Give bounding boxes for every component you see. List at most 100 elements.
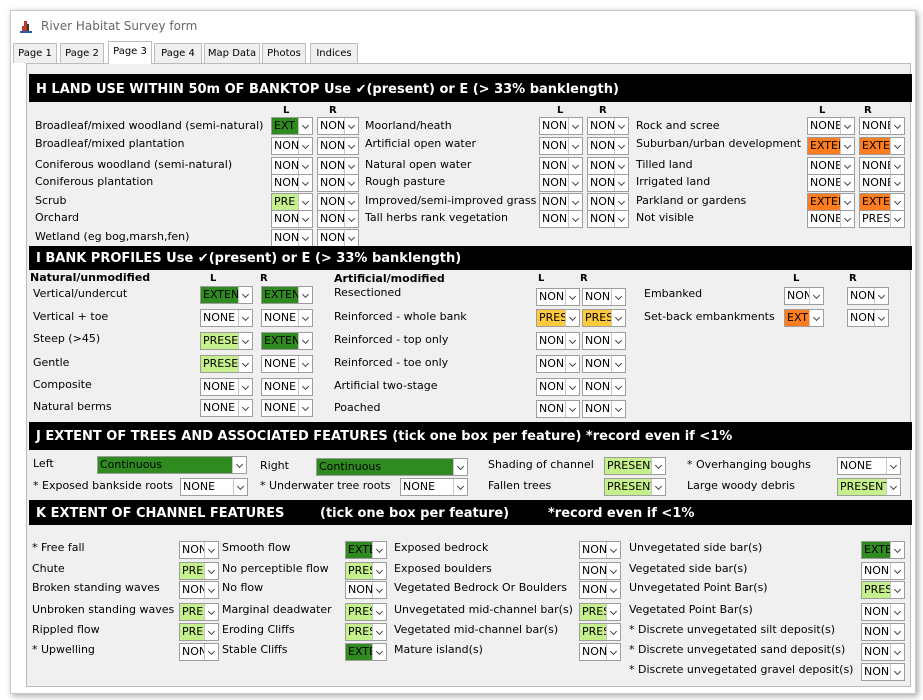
chevron-down-icon[interactable] [298,175,312,191]
h-l-select[interactable]: NONE [539,174,583,192]
h-r-select[interactable]: NONE [587,174,629,192]
i-l-select[interactable]: NONE [200,378,253,396]
i-l-select[interactable]: PRESE [200,355,253,373]
h-r-select[interactable]: NONE [587,157,629,175]
chevron-down-icon[interactable] [453,459,467,475]
h-r-select[interactable]: NONE [859,117,905,135]
k-select[interactable]: PRES [179,562,219,580]
k-select[interactable]: NONE [179,581,219,599]
chevron-down-icon[interactable] [344,158,358,174]
chevron-down-icon[interactable] [298,158,312,174]
chevron-down-icon[interactable] [298,333,312,349]
chevron-down-icon[interactable] [372,542,386,558]
h-l-select[interactable]: NONE [271,174,313,192]
chevron-down-icon[interactable] [344,230,358,246]
i-r-select[interactable]: NONE [261,378,313,396]
h-l-select[interactable]: NONE [539,157,583,175]
chevron-down-icon[interactable] [344,211,358,227]
k-select[interactable]: NONE [345,581,387,599]
j-select[interactable]: NONE [180,478,248,496]
chevron-down-icon[interactable] [874,288,888,304]
i-r-select[interactable]: NONE [582,332,626,350]
i-r-select[interactable]: NONE [582,288,626,306]
chevron-down-icon[interactable] [840,194,854,210]
chevron-down-icon[interactable] [298,400,312,416]
chevron-down-icon[interactable] [238,356,252,372]
chevron-down-icon[interactable] [890,158,904,174]
chevron-down-icon[interactable] [565,333,579,349]
h-r-select[interactable]: NONE [317,137,359,155]
k-select[interactable]: NONE [861,562,905,580]
h-l-select[interactable]: EXT [271,117,313,135]
k-select[interactable]: PRES [179,623,219,641]
i-l-select[interactable]: NONE [200,399,253,417]
chevron-down-icon[interactable] [809,288,823,304]
chevron-down-icon[interactable] [372,563,386,579]
chevron-down-icon[interactable] [840,158,854,174]
j-select[interactable]: NONE [400,478,468,496]
h-r-select[interactable]: NONE [317,210,359,228]
chevron-down-icon[interactable] [233,479,247,495]
chevron-down-icon[interactable] [204,604,218,620]
i-r-select[interactable]: NONE [261,355,313,373]
chevron-down-icon[interactable] [614,138,628,154]
h-r-select[interactable]: NONE [859,157,905,175]
chevron-down-icon[interactable] [606,624,620,640]
chevron-down-icon[interactable] [238,333,252,349]
chevron-down-icon[interactable] [614,118,628,134]
tab-indices[interactable]: Indices [310,43,358,63]
chevron-down-icon[interactable] [298,194,312,210]
chevron-down-icon[interactable] [611,310,625,326]
j-left-select[interactable]: Continuous [97,456,247,474]
chevron-down-icon[interactable] [298,211,312,227]
chevron-down-icon[interactable] [890,175,904,191]
h-l-select[interactable]: NONE [807,210,855,228]
chevron-down-icon[interactable] [890,604,904,620]
chevron-down-icon[interactable] [874,310,888,326]
h-r-select[interactable]: EXTE [859,193,905,211]
chevron-down-icon[interactable] [890,563,904,579]
h-l-select[interactable]: NONE [539,137,583,155]
i-l-select[interactable]: NONE [536,355,580,373]
h-l-select[interactable]: NONE [271,229,313,247]
chevron-down-icon[interactable] [298,287,312,303]
i-l-select[interactable]: PRESE [200,332,253,350]
k-select[interactable]: NONE [861,663,905,681]
k-select[interactable]: NONE [861,643,905,661]
chevron-down-icon[interactable] [890,664,904,680]
i-l-select[interactable]: NONE [536,288,580,306]
chevron-down-icon[interactable] [840,118,854,134]
i-r-select[interactable]: NONE [261,399,313,417]
k-select[interactable]: NONE [179,643,219,661]
chevron-down-icon[interactable] [606,542,620,558]
j-select[interactable]: PRESENT [837,478,901,496]
chevron-down-icon[interactable] [611,333,625,349]
chevron-down-icon[interactable] [840,175,854,191]
k-select[interactable]: EXTE [345,541,387,559]
chevron-down-icon[interactable] [238,379,252,395]
h-l-select[interactable]: NONE [539,193,583,211]
h-l-select[interactable]: NONE [539,117,583,135]
h-l-select[interactable]: NONE [807,117,855,135]
chevron-down-icon[interactable] [453,479,467,495]
chevron-down-icon[interactable] [606,644,620,660]
chevron-down-icon[interactable] [298,356,312,372]
chevron-down-icon[interactable] [606,563,620,579]
h-l-select[interactable]: NONE [271,137,313,155]
chevron-down-icon[interactable] [651,479,665,495]
k-select[interactable]: EXTE [345,643,387,661]
chevron-down-icon[interactable] [238,287,252,303]
chevron-down-icon[interactable] [298,230,312,246]
i-l-select[interactable]: NONE [536,400,580,418]
tab-page-3[interactable]: Page 3 [108,41,152,64]
k-select[interactable]: PRES [345,562,387,580]
j-select[interactable]: PRESENT [604,457,666,475]
chevron-down-icon[interactable] [890,582,904,598]
h-r-select[interactable]: NONE [317,117,359,135]
chevron-down-icon[interactable] [565,289,579,305]
k-select[interactable]: NONE [861,603,905,621]
k-select[interactable]: NONE [179,541,219,559]
h-l-select[interactable]: NONE [807,174,855,192]
chevron-down-icon[interactable] [204,542,218,558]
chevron-down-icon[interactable] [298,118,312,134]
